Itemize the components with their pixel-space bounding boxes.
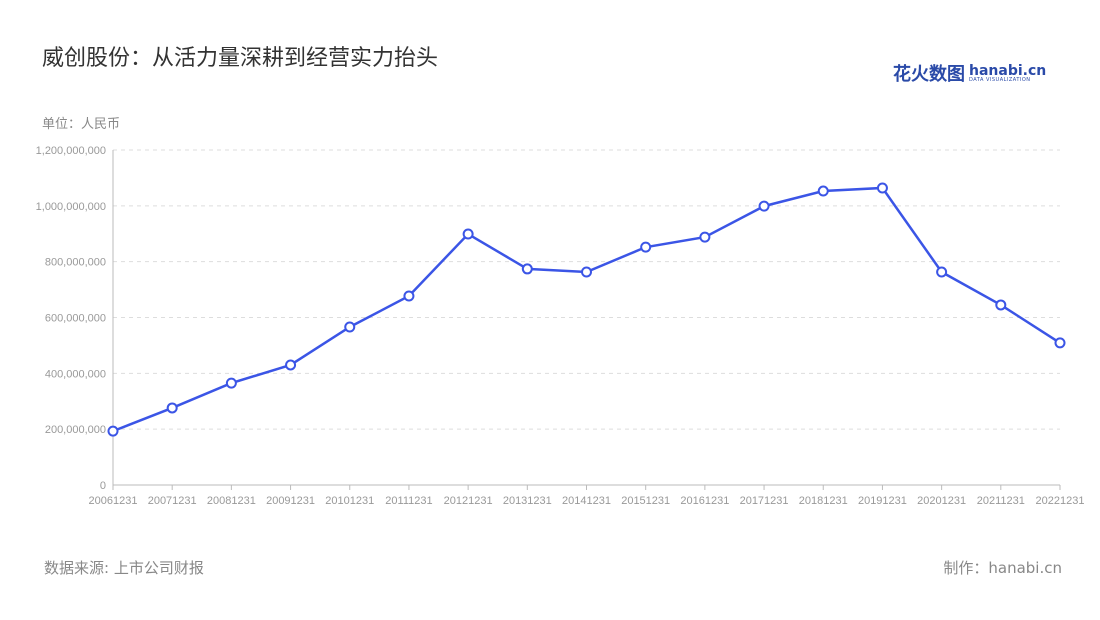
y-tick-label: 0 xyxy=(100,480,106,492)
logo-cn: 花火数图 xyxy=(893,64,965,85)
chart-title: 威创股份：从活力量深耕到经营实力抬头 xyxy=(42,46,439,71)
x-tick-label: 20171231 xyxy=(740,495,789,507)
x-tick-label: 20121231 xyxy=(444,495,493,507)
x-tick-label: 20081231 xyxy=(207,495,256,507)
x-tick-label: 20141231 xyxy=(562,495,611,507)
data-point xyxy=(995,299,1007,311)
data-point xyxy=(107,425,119,437)
data-point xyxy=(285,359,297,371)
logo: 花火数图 hanabi.cn DATA VISUALIZATION xyxy=(893,60,1046,86)
x-tick-label: 20071231 xyxy=(148,495,197,507)
data-point xyxy=(876,182,888,194)
y-tick-label: 800,000,000 xyxy=(45,257,106,269)
y-tick-label: 600,000,000 xyxy=(45,313,106,325)
data-point xyxy=(581,266,592,278)
data-point xyxy=(462,228,474,240)
x-tick-label: 20061231 xyxy=(89,495,138,507)
logo-en: hanabi.cn xyxy=(969,62,1047,79)
data-point xyxy=(403,290,415,302)
x-tick-label: 20091231 xyxy=(266,495,315,507)
x-tick-label: 20161231 xyxy=(680,495,729,507)
data-point xyxy=(166,402,178,414)
x-tick-label: 20221231 xyxy=(1036,495,1085,507)
y-tick-label: 400,000,000 xyxy=(45,368,106,380)
x-tick-label: 20201231 xyxy=(917,495,966,507)
x-tick-label: 20131231 xyxy=(503,495,552,507)
y-tick-label: 1,200,000,000 xyxy=(36,145,106,157)
data-point xyxy=(817,185,829,197)
data-point xyxy=(521,263,533,275)
x-tick-label: 20101231 xyxy=(325,495,374,507)
data-point xyxy=(936,266,948,278)
data-point xyxy=(344,321,356,333)
y-axis-label: 单位：人民币 xyxy=(42,117,121,132)
series-line xyxy=(112,186,1061,433)
data-point xyxy=(699,231,711,243)
x-tick-label: 20191231 xyxy=(858,495,907,507)
data-point xyxy=(640,241,652,253)
x-tick-label: 20181231 xyxy=(799,495,848,507)
x-tick-label: 20151231 xyxy=(621,495,670,507)
data-point xyxy=(225,377,237,389)
y-tick-label: 200,000,000 xyxy=(45,424,106,436)
credit: 制作：hanabi.cn xyxy=(943,559,1062,577)
x-tick-label: 20111231 xyxy=(385,495,432,507)
y-tick-label: 1,000,000,000 xyxy=(36,201,106,213)
data-source: 数据来源: 上市公司财报 xyxy=(44,559,204,577)
data-point xyxy=(758,200,770,212)
logo-sub: DATA VISUALIZATION xyxy=(969,76,1031,83)
x-tick-label: 20211231 xyxy=(977,495,1025,507)
data-point xyxy=(1054,337,1066,349)
